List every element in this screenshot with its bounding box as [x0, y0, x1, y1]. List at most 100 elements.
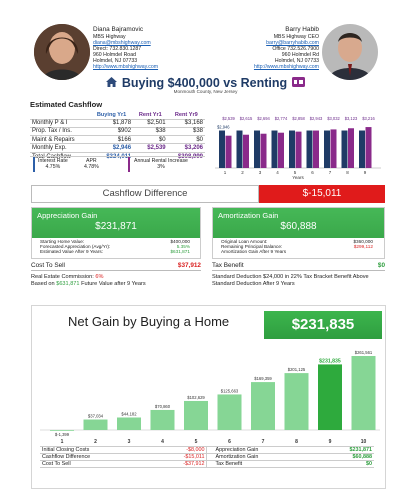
col-buying-yr1: Buying Yr1	[96, 111, 127, 118]
amortization-header: Amortization Gain $60,888	[213, 208, 384, 238]
tax-benefit-row: Tax Benefit $0	[212, 262, 385, 271]
rent-bar	[295, 131, 302, 168]
cell: $2,539	[147, 145, 166, 152]
cell: $38	[155, 128, 166, 135]
x-tick-label: 8	[295, 439, 298, 445]
x-axis-title: Years	[292, 175, 304, 180]
rent-value-label: $2,539	[222, 116, 235, 121]
agent-right-info: Barry Habib MBS Highway CEO barry@barryh…	[254, 26, 319, 70]
net-gain-bar	[284, 373, 309, 430]
commission-value: 6%	[95, 274, 104, 280]
apr: APR 4.78%	[84, 158, 99, 170]
detail-row: Amortization Gain After 9 Years	[221, 249, 373, 254]
agent-left-name: Diana Bajramovic	[93, 26, 144, 33]
appreciation-label: Appreciation Gain	[37, 211, 98, 220]
net-gain-bar	[150, 409, 175, 430]
table-row: Maint & Repairs $166 $0 $0	[30, 135, 205, 144]
breakdown-label: Tax Benefit	[215, 461, 243, 467]
appreciation-panel: Appreciation Gain $231,871 Starting Home…	[31, 207, 201, 259]
x-tick-label: 2	[241, 170, 244, 175]
rate-strip: Interest Rate 4.75% APR 4.78% Annual Ren…	[30, 156, 205, 173]
rent-value-label: $2,694	[257, 116, 270, 121]
net-gain-bar	[117, 417, 141, 430]
x-tick-label: 9	[329, 439, 332, 445]
amortization-panel: Amortization Gain $60,888 Original Loan …	[212, 207, 385, 259]
rent-bar	[260, 133, 267, 168]
amortization-value: $60,888	[280, 221, 317, 232]
house-icon	[106, 74, 118, 92]
breakdown-value: -$15,011	[140, 453, 208, 461]
apr-label: APR	[86, 158, 97, 164]
page-subtitle: Monmouth County, New Jersey	[173, 89, 238, 94]
cell: $1,878	[112, 120, 132, 127]
x-tick-label: 6	[228, 439, 231, 445]
x-tick-label: 7	[329, 170, 332, 175]
cell: $2,946	[112, 145, 132, 152]
agent-right-website[interactable]: http://www.mbshighway.com	[253, 63, 319, 70]
buy-value-label: $2,946	[217, 125, 230, 130]
rent-value-label: $2,858	[292, 116, 305, 121]
rent-icon	[291, 74, 305, 92]
appreciation-header: Appreciation Gain $231,871	[32, 208, 200, 238]
col-rent-yr1: Rent Yr1	[138, 111, 162, 118]
rent-bar	[243, 134, 249, 168]
detail-row: Forecasted Appreciation (Avg/Yr): 5.35%	[40, 244, 190, 249]
cost-to-sell-label: Cost To Sell	[31, 262, 65, 269]
detail-row: Remaining Principal Balance: $299,112	[221, 244, 373, 249]
agent-left-website[interactable]: http://www.mbshighway.com	[93, 63, 159, 70]
buy-bar	[306, 130, 313, 168]
rent-increase: Annual Rental Increase 3%	[134, 158, 188, 170]
row-label: Prop. Tax / Ins.	[32, 128, 72, 135]
tax-benefit-value: $0	[377, 262, 385, 269]
cost-to-sell-value: $37,912	[177, 262, 201, 269]
agent-left-email[interactable]: diana@mbshighway.com	[93, 39, 151, 46]
commission-based-suffix: Future Value after 9 Years	[81, 280, 146, 287]
net-gain-chart: $-1,399 1 $37,034 2 $44,182 3 $70,860 4 $102,629…	[40, 350, 380, 445]
interest-rate-value: 4.75%	[45, 164, 61, 170]
deduction-line-1: Standard Deduction $24,000 in 22% Tax Br…	[212, 274, 369, 280]
rent-bar	[365, 127, 372, 168]
rent-value-label: $3,032	[327, 116, 340, 121]
breakdown-label: Initial Closing Costs	[42, 447, 90, 453]
bar-value-label: $102,629	[187, 395, 205, 400]
commission-based-prefix: Based on	[31, 280, 55, 287]
net-gain-bar	[251, 382, 275, 430]
net-gain-bar	[184, 400, 208, 430]
breakdown-label: Cost To Sell	[42, 461, 71, 467]
amortization-label: Amortization Gain	[218, 211, 279, 220]
net-gain-value: $231,835	[264, 311, 382, 339]
detail-row: Starting Home Value: $400,000	[40, 239, 190, 244]
rent-value-label: $3,216	[362, 116, 375, 121]
breakdown-value: $60,888	[352, 454, 373, 460]
agent-right-email[interactable]: barry@barryhabib.com	[266, 39, 319, 46]
detail-row: Estimated Value After 9 Years: $631,871	[40, 249, 190, 254]
bar-value-label: $70,860	[155, 404, 171, 409]
cell: $166	[117, 136, 132, 143]
buy-bar	[219, 130, 225, 168]
x-tick-label: 5	[294, 170, 297, 175]
buy-bar	[359, 130, 365, 168]
net-gain-bar	[83, 419, 108, 430]
x-tick-label: 1	[61, 439, 64, 445]
amortization-details: Original Loan Amount: $360,000 Remaining …	[221, 239, 373, 255]
bar-value-label: $44,182	[121, 412, 137, 417]
net-gain-panel: Net Gain by Buying a Home $231,835 $-1,3…	[31, 305, 386, 489]
agent-left-city: Holmdel, NJ 07733	[93, 57, 138, 64]
deduction-line-2: Standard Deduction After 9 Years	[212, 280, 295, 287]
buy-bar	[341, 130, 348, 168]
x-tick-label: 8	[346, 170, 349, 175]
breakdown-value: $0	[366, 461, 372, 467]
x-tick-label: 4	[161, 439, 164, 445]
net-gain-title: Net Gain by Buying a Home	[68, 314, 230, 329]
agent-right-photo	[322, 24, 378, 80]
x-tick-label: 4	[276, 170, 279, 175]
agent-left-company: MBS Highway	[93, 33, 126, 40]
rent-bar	[348, 128, 354, 168]
agent-right-avatar-icon	[322, 24, 378, 80]
detail-label: Original Loan Amount:	[221, 239, 268, 244]
agent-left-info: Diana Bajramovic MBS Highway diana@mbshi…	[93, 26, 158, 70]
agent-left-street: 960 Holmdel Road	[93, 51, 136, 58]
x-tick-label: 3	[259, 170, 262, 175]
breakdown-label: Amortization Gain	[215, 454, 259, 460]
agent-right-name: Barry Habib	[285, 26, 319, 33]
